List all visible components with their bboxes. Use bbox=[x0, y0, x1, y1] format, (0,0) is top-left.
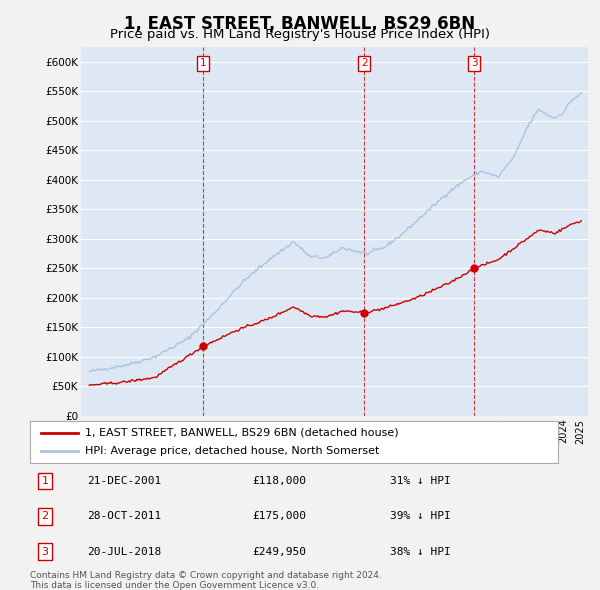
Text: 3: 3 bbox=[41, 547, 49, 556]
Text: 1, EAST STREET, BANWELL, BS29 6BN (detached house): 1, EAST STREET, BANWELL, BS29 6BN (detac… bbox=[85, 428, 399, 438]
Text: 2: 2 bbox=[41, 512, 49, 521]
Text: 31% ↓ HPI: 31% ↓ HPI bbox=[390, 476, 451, 486]
Text: 20-JUL-2018: 20-JUL-2018 bbox=[87, 547, 161, 556]
Text: Contains HM Land Registry data © Crown copyright and database right 2024.
This d: Contains HM Land Registry data © Crown c… bbox=[30, 571, 382, 590]
Text: Price paid vs. HM Land Registry's House Price Index (HPI): Price paid vs. HM Land Registry's House … bbox=[110, 28, 490, 41]
Text: £249,950: £249,950 bbox=[252, 547, 306, 556]
Text: £175,000: £175,000 bbox=[252, 512, 306, 521]
Text: 2: 2 bbox=[361, 58, 368, 68]
Text: £118,000: £118,000 bbox=[252, 476, 306, 486]
Text: 39% ↓ HPI: 39% ↓ HPI bbox=[390, 512, 451, 521]
Text: 1: 1 bbox=[41, 476, 49, 486]
Text: 28-OCT-2011: 28-OCT-2011 bbox=[87, 512, 161, 521]
Text: 21-DEC-2001: 21-DEC-2001 bbox=[87, 476, 161, 486]
Text: 1: 1 bbox=[200, 58, 206, 68]
Text: 38% ↓ HPI: 38% ↓ HPI bbox=[390, 547, 451, 556]
Text: 3: 3 bbox=[471, 58, 478, 68]
Text: HPI: Average price, detached house, North Somerset: HPI: Average price, detached house, Nort… bbox=[85, 446, 380, 456]
Text: 1, EAST STREET, BANWELL, BS29 6BN: 1, EAST STREET, BANWELL, BS29 6BN bbox=[124, 15, 476, 33]
